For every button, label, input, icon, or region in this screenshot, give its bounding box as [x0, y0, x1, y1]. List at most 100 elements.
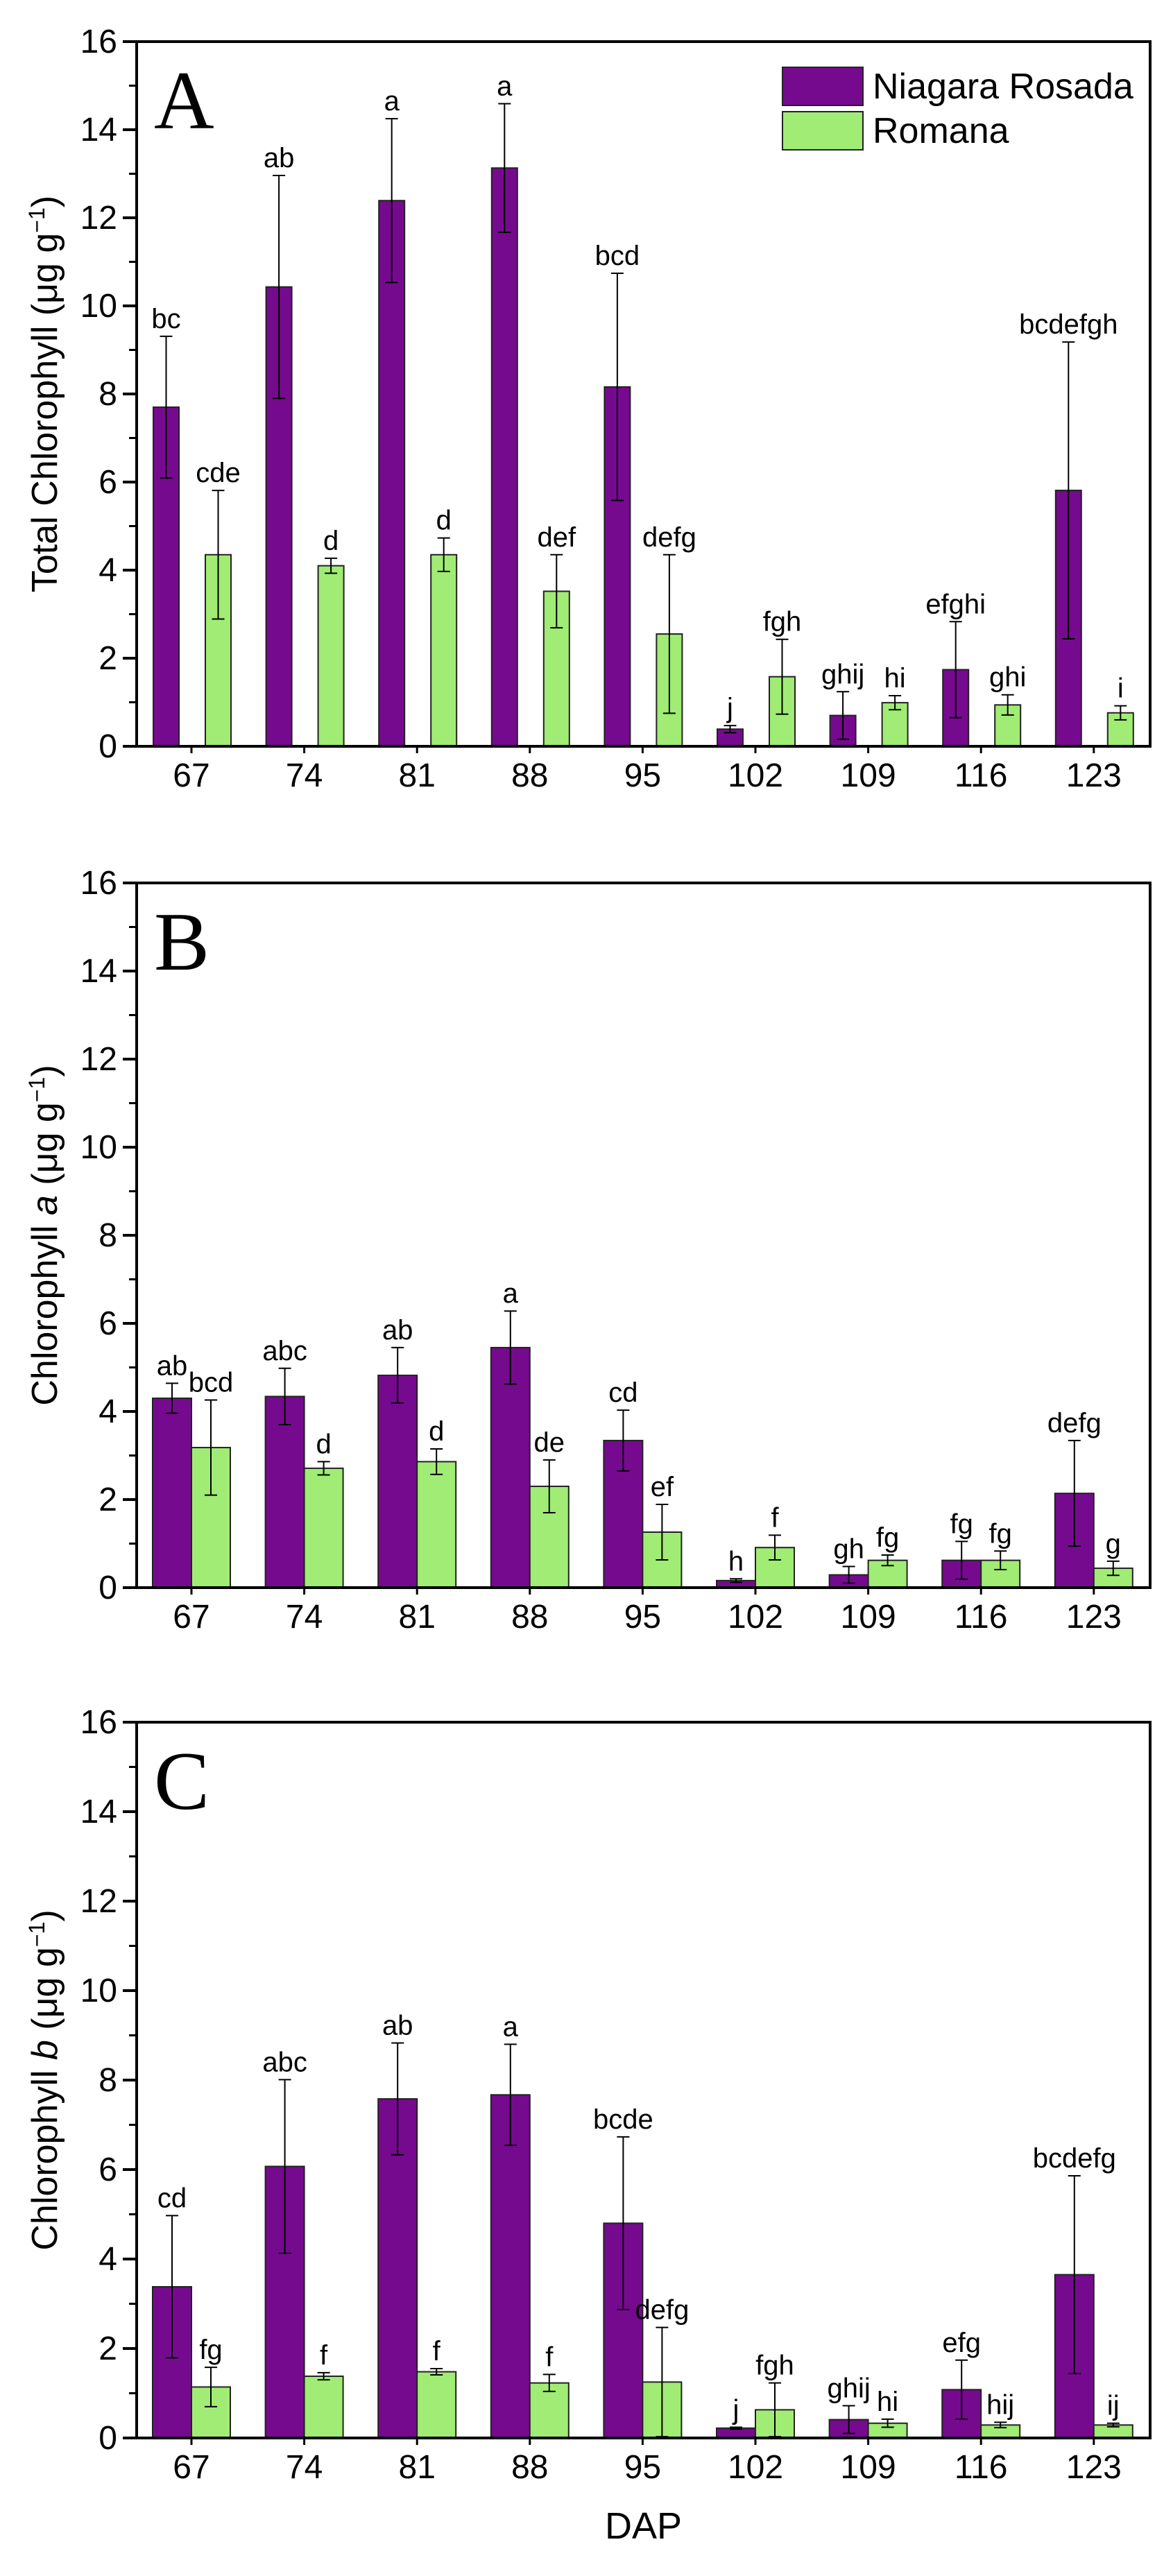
- error-bar: [205, 2367, 217, 2407]
- x-tick-label: 74: [286, 2449, 323, 2486]
- y-tick-label: 4: [99, 1393, 117, 1430]
- x-tick-label: 123: [1066, 2449, 1122, 2486]
- error-bar: [273, 175, 286, 400]
- bar-romana-81: [416, 2371, 457, 2439]
- y-tick-label: 16: [80, 24, 117, 60]
- error-bar: [837, 691, 850, 740]
- bar-niagara-rosada-88: [490, 1346, 531, 1589]
- x-axis-label: DAP: [605, 2505, 682, 2547]
- significance-letter: i: [1118, 673, 1124, 704]
- y-tick-label: 6: [99, 464, 117, 501]
- y-tick-label: 14: [80, 953, 117, 990]
- y-tick-label: 0: [99, 1570, 117, 1606]
- significance-letter: cde: [196, 458, 241, 488]
- y-label-close: ): [25, 196, 65, 207]
- significance-letter: de: [534, 1427, 565, 1458]
- x-tick-label: 81: [399, 1599, 436, 1635]
- error-bar: [430, 1448, 443, 1475]
- significance-letter: efg: [942, 2328, 981, 2358]
- y-tick-label: 14: [80, 112, 117, 148]
- error-bar: [994, 2421, 1007, 2429]
- significance-letter: ij: [1107, 2391, 1120, 2421]
- significance-letter: a: [384, 86, 400, 117]
- error-bar: [325, 557, 338, 574]
- bar-romana-81: [430, 553, 458, 748]
- y-tick-label: 0: [99, 728, 117, 765]
- error-bar: [542, 2373, 556, 2392]
- y-tick-label: 6: [99, 1305, 117, 1342]
- panel-A: bc ab a a bcd j ghij efghi bcdefgh cde d d def defg fg…: [24, 24, 1152, 794]
- y-label-close: ): [25, 1909, 65, 1921]
- significance-letter: f: [320, 2340, 328, 2371]
- error-bar: [542, 1459, 556, 1514]
- legend-label: Niagara Rosada: [873, 67, 1133, 107]
- x-tick-label: 95: [624, 1599, 661, 1635]
- x-tick-label: 67: [173, 757, 209, 794]
- significance-letter: h: [728, 1546, 744, 1577]
- panel-letter: B: [154, 895, 209, 988]
- error-bar: [278, 1367, 291, 1426]
- x-tick-label: 67: [173, 2449, 209, 2486]
- significance-letter: cd: [608, 1377, 637, 1408]
- error-bar: [278, 2079, 291, 2254]
- error-bar: [391, 2042, 404, 2156]
- error-bar: [504, 1310, 517, 1385]
- x-tick-label: 88: [511, 757, 548, 794]
- bar-romana-74: [317, 565, 345, 748]
- error-bar: [160, 335, 173, 479]
- significance-letter: d: [316, 1429, 331, 1459]
- y-label-italic: a: [25, 1195, 65, 1215]
- significance-letter: fg: [989, 1518, 1012, 1549]
- error-bar: [1106, 2422, 1120, 2428]
- y-label-prefix: Chlorophyll: [25, 1215, 65, 1406]
- error-bar: [769, 1534, 781, 1561]
- significance-letter: hij: [986, 2389, 1014, 2420]
- y-label-close: ): [25, 1065, 65, 1076]
- y-label-unit: (μg g: [25, 1102, 65, 1195]
- y-tick-label: 2: [99, 2330, 117, 2367]
- y-label-sup: −1: [24, 207, 49, 232]
- significance-letter: defg: [635, 2295, 689, 2326]
- significance-letter: hi: [884, 663, 906, 694]
- x-tick-label: 67: [173, 1599, 209, 1635]
- error-bar: [166, 2215, 178, 2359]
- panel-letter: A: [154, 54, 214, 146]
- y-tick-label: 12: [80, 200, 117, 237]
- error-bar: [610, 273, 624, 501]
- significance-letter: bcd: [189, 1367, 234, 1398]
- y-tick-label: 14: [80, 1794, 117, 1830]
- y-tick-label: 4: [99, 2241, 117, 2278]
- significance-letter: a: [497, 71, 513, 102]
- x-tick-label: 95: [624, 757, 661, 794]
- significance-letter: ab: [264, 143, 295, 173]
- error-bar: [776, 638, 789, 715]
- significance-letter: ef: [651, 1472, 674, 1502]
- error-bar: [955, 1540, 968, 1580]
- significance-letter: abc: [262, 1336, 307, 1366]
- significance-letter: bc: [151, 304, 180, 334]
- legend-swatch: [782, 111, 864, 151]
- significance-letter: abc: [262, 2047, 307, 2077]
- error-bar: [498, 103, 511, 233]
- error-bar: [317, 2371, 330, 2381]
- y-axis-label: Total Chlorophyll (μg g−1): [24, 196, 65, 592]
- significance-letter: hi: [877, 2387, 898, 2417]
- error-bar: [949, 621, 962, 719]
- significance-letter: fgh: [763, 607, 802, 637]
- significance-letter: fg: [950, 1509, 973, 1539]
- error-bar: [656, 1503, 669, 1561]
- significance-letter: ghij: [827, 2373, 870, 2404]
- y-label-italic: b: [25, 2040, 65, 2060]
- significance-letter: bcdefg: [1033, 2143, 1116, 2174]
- y-tick-label: 4: [99, 552, 117, 589]
- x-tick-label: 123: [1066, 757, 1122, 794]
- bar-romana-81: [416, 1461, 457, 1588]
- error-bar: [842, 2405, 855, 2435]
- y-tick-label: 10: [80, 1129, 117, 1166]
- significance-letter: j: [733, 2395, 739, 2425]
- significance-letter: f: [545, 2342, 554, 2372]
- y-tick-label: 8: [99, 2062, 117, 2099]
- x-tick-label: 116: [955, 1599, 1008, 1635]
